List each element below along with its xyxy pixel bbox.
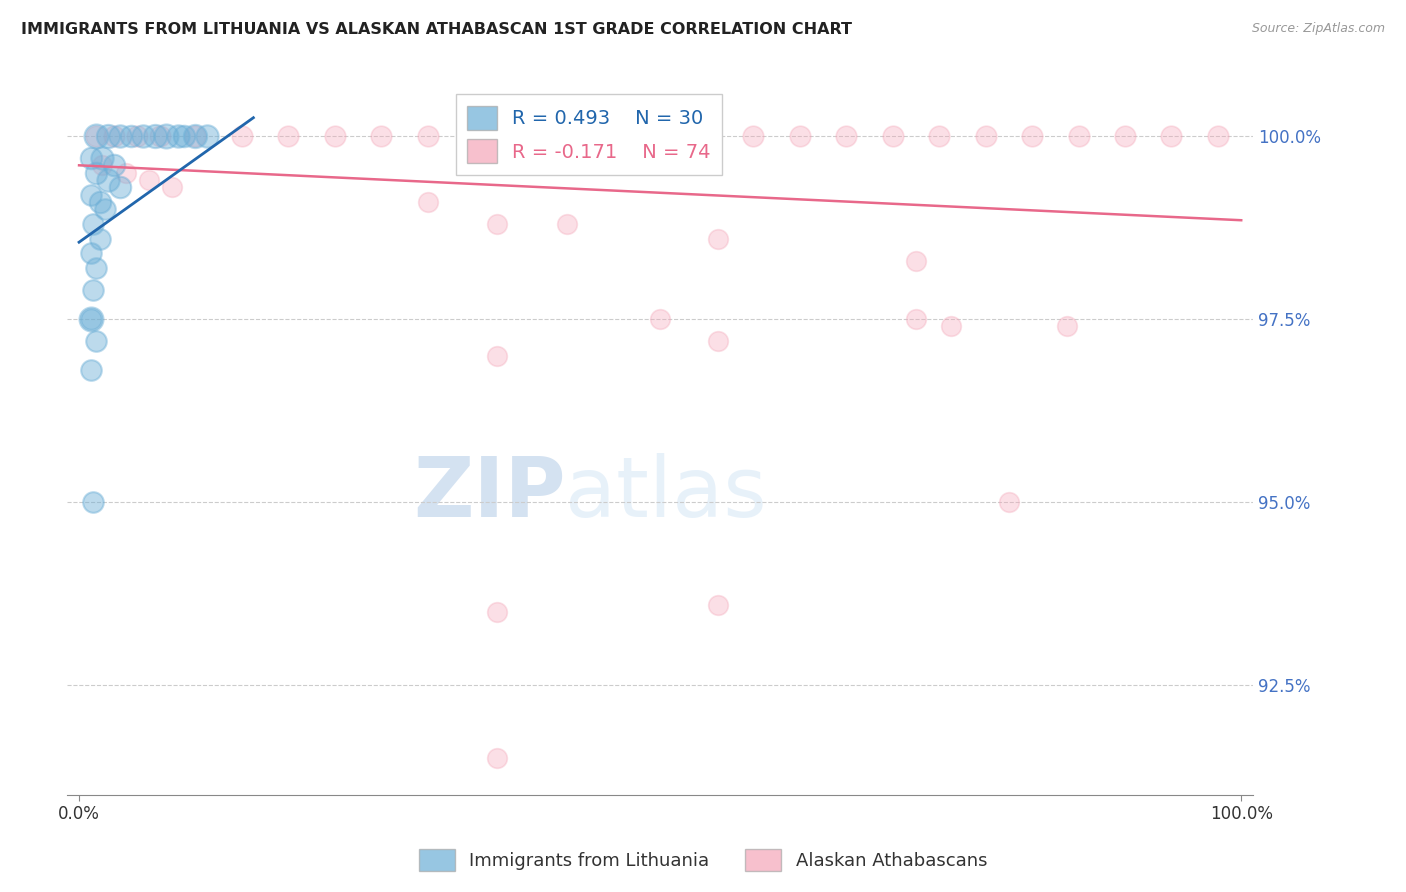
Point <box>91 151 114 165</box>
Point <box>1067 128 1090 143</box>
Point <box>82 495 104 509</box>
Text: IMMIGRANTS FROM LITHUANIA VS ALASKAN ATHABASCAN 1ST GRADE CORRELATION CHART: IMMIGRANTS FROM LITHUANIA VS ALASKAN ATH… <box>21 22 852 37</box>
Point <box>1056 319 1078 334</box>
Point <box>86 166 108 180</box>
Point <box>463 128 485 143</box>
Point <box>231 128 253 143</box>
Point <box>79 187 101 202</box>
Point <box>79 246 101 260</box>
Point <box>86 260 108 275</box>
Point <box>742 128 765 143</box>
Point <box>707 598 730 612</box>
Point <box>89 231 111 245</box>
Point <box>370 128 392 143</box>
Point <box>650 128 672 143</box>
Text: Source: ZipAtlas.com: Source: ZipAtlas.com <box>1251 22 1385 36</box>
Point <box>160 180 183 194</box>
Legend: Immigrants from Lithuania, Alaskan Athabascans: Immigrants from Lithuania, Alaskan Athab… <box>412 842 994 879</box>
Point <box>696 128 718 143</box>
Point <box>173 128 195 143</box>
Point <box>114 166 136 180</box>
Point <box>650 312 672 326</box>
Point <box>89 194 111 209</box>
Point <box>1114 128 1136 143</box>
Point <box>93 202 115 217</box>
Point <box>166 128 188 143</box>
Point <box>974 128 997 143</box>
Point <box>79 363 101 377</box>
Point <box>138 173 160 187</box>
Point <box>928 128 950 143</box>
Point <box>486 605 509 619</box>
Point <box>132 128 155 143</box>
Point <box>184 128 207 143</box>
Point <box>91 158 114 172</box>
Point <box>602 128 624 143</box>
Point <box>416 194 439 209</box>
Point <box>86 128 108 143</box>
Point <box>486 349 509 363</box>
Point <box>1160 128 1182 143</box>
Point <box>555 217 578 231</box>
Point <box>103 158 125 172</box>
Point <box>195 128 218 143</box>
Point <box>997 495 1019 509</box>
Point <box>155 128 177 143</box>
Point <box>97 128 120 143</box>
Point <box>86 128 108 143</box>
Point <box>143 128 166 143</box>
Point <box>486 217 509 231</box>
Point <box>79 312 101 326</box>
Point <box>904 253 927 268</box>
Point <box>1206 128 1229 143</box>
Point <box>120 128 142 143</box>
Point <box>707 231 730 245</box>
Point <box>82 217 104 231</box>
Point <box>486 751 509 765</box>
Point <box>939 319 962 334</box>
Text: ZIP: ZIP <box>413 453 565 534</box>
Point <box>184 128 207 143</box>
Point <box>416 128 439 143</box>
Point <box>82 283 104 297</box>
Point <box>127 128 149 143</box>
Text: atlas: atlas <box>565 453 768 534</box>
Point <box>323 128 346 143</box>
Point <box>555 128 578 143</box>
Legend: R = 0.493    N = 30, R = -0.171    N = 74: R = 0.493 N = 30, R = -0.171 N = 74 <box>456 95 723 175</box>
Point <box>904 312 927 326</box>
Point <box>103 128 125 143</box>
Point <box>86 334 108 348</box>
Point <box>79 151 101 165</box>
Point <box>79 312 101 326</box>
Point <box>707 334 730 348</box>
Point <box>108 180 131 194</box>
Point <box>509 128 531 143</box>
Point <box>108 128 131 143</box>
Point <box>789 128 811 143</box>
Point <box>1021 128 1043 143</box>
Point <box>835 128 858 143</box>
Point <box>882 128 904 143</box>
Point <box>277 128 299 143</box>
Point <box>97 173 120 187</box>
Point <box>149 128 172 143</box>
